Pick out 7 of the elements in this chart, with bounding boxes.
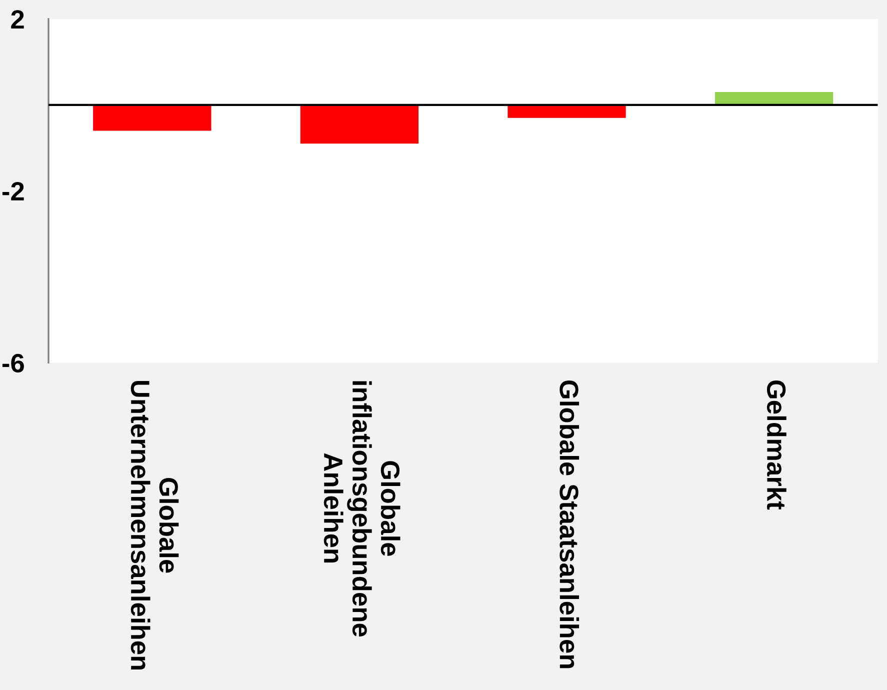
y-tick-label: -2 [2, 182, 24, 200]
x-tick-label: Geldmarkt [766, 380, 786, 510]
x-tick-label: Globale Unternehmensanleihen [130, 380, 179, 670]
x-tick-label: Globale inflationsgebundene Anleihen [324, 381, 400, 636]
y-tick-label: -6 [2, 354, 24, 373]
y-tick-label: 2 [11, 10, 24, 29]
x-tick-label: Globale Staatsanleihen [560, 380, 580, 668]
